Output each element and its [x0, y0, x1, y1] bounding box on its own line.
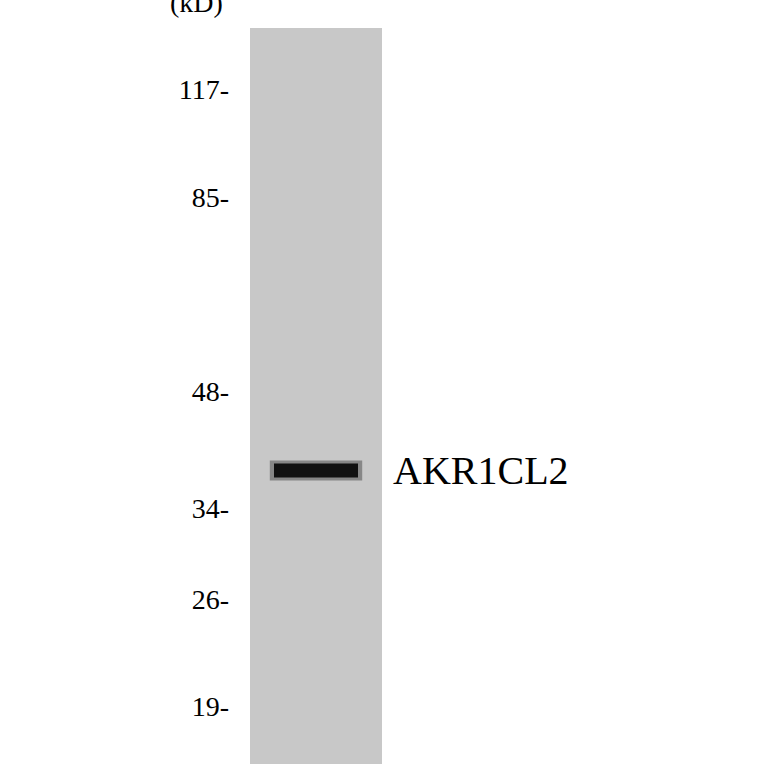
svg-text:117-: 117- [179, 74, 229, 105]
svg-text:AKR1CL2: AKR1CL2 [393, 448, 569, 493]
svg-text:85-: 85- [192, 182, 229, 213]
svg-text:34-: 34- [192, 493, 229, 524]
svg-text:19-: 19- [192, 690, 229, 721]
svg-text:48-: 48- [192, 376, 229, 407]
svg-text:26-: 26- [192, 584, 229, 615]
svg-text:(kD): (kD) [170, 0, 223, 18]
